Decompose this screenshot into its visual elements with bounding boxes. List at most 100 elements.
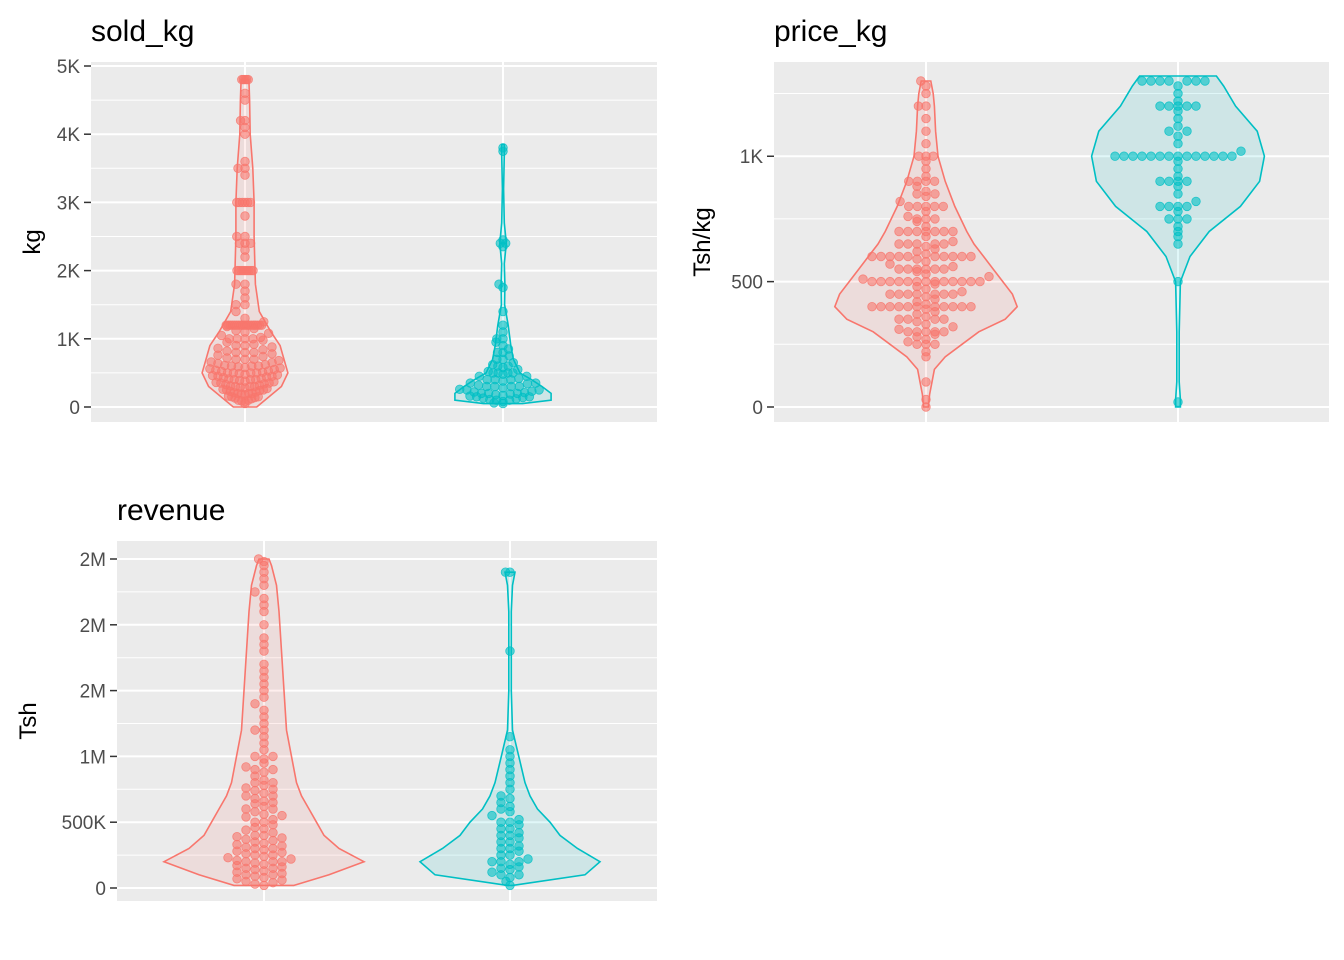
data-point — [1182, 176, 1192, 187]
data-point — [1155, 151, 1165, 161]
data-point — [1200, 76, 1210, 86]
data-point — [250, 799, 260, 809]
data-point — [267, 349, 277, 359]
violins — [201, 74, 552, 409]
data-point — [268, 835, 278, 846]
data-point — [1182, 151, 1192, 161]
data-point — [233, 163, 243, 174]
y-tick-label: 2M — [80, 616, 106, 637]
data-point — [867, 251, 877, 262]
data-point — [253, 392, 263, 402]
data-point — [223, 391, 234, 401]
data-point — [894, 251, 904, 262]
data-point — [1164, 201, 1174, 212]
y-axis-label: kg — [19, 229, 46, 254]
data-point — [241, 804, 251, 814]
data-point — [268, 804, 278, 814]
data-point — [1191, 151, 1201, 161]
data-point — [929, 201, 940, 212]
data-point — [258, 335, 268, 345]
data-point — [1155, 101, 1165, 111]
data-point — [1155, 76, 1165, 86]
data-point — [894, 264, 904, 274]
data-point — [1173, 138, 1183, 149]
data-point — [268, 870, 278, 880]
data-point — [1119, 151, 1129, 161]
data-point — [514, 820, 524, 830]
data-point — [1146, 76, 1156, 86]
data-point — [948, 251, 958, 262]
data-point — [957, 287, 967, 297]
data-point — [269, 377, 279, 387]
data-point — [939, 314, 949, 324]
data-point — [505, 864, 515, 875]
data-point — [241, 834, 251, 845]
data-point — [505, 646, 515, 656]
data-point — [894, 226, 904, 237]
data-point — [1164, 151, 1174, 161]
data-point — [1164, 126, 1174, 136]
data-point — [930, 214, 940, 224]
data-point — [250, 778, 260, 788]
data-point — [240, 170, 250, 180]
y-tick-label: 500 — [731, 273, 763, 294]
data-point — [921, 176, 931, 187]
data-point — [1182, 126, 1192, 136]
data-point — [903, 276, 913, 287]
y-tick-label: 2M — [80, 550, 106, 571]
data-point — [259, 580, 269, 591]
data-point — [903, 211, 913, 222]
data-point — [250, 807, 260, 817]
data-point — [1173, 397, 1183, 407]
data-point — [885, 259, 895, 269]
data-point — [259, 801, 269, 812]
data-point — [508, 358, 519, 368]
data-point — [250, 587, 260, 597]
data-point — [505, 807, 515, 817]
data-point — [277, 810, 287, 821]
data-point — [1182, 101, 1192, 111]
data-point — [250, 751, 260, 762]
data-point — [894, 302, 904, 312]
data-point — [966, 302, 976, 312]
data-point — [241, 783, 251, 793]
data-point — [513, 364, 523, 375]
y-axis-ticks: 0 1K 2K 3K 4K 5K — [57, 57, 91, 419]
data-point — [259, 872, 269, 883]
data-point — [903, 327, 913, 337]
data-point — [487, 857, 497, 867]
panel-sold-kg: 0 1K 2K 3K 4K 5K sold_kg kg — [19, 15, 657, 422]
data-point — [277, 875, 287, 885]
data-point — [921, 377, 931, 387]
y-tick-label: 3K — [57, 193, 81, 214]
data-point — [250, 850, 260, 860]
data-point — [939, 251, 949, 262]
data-point — [948, 261, 958, 272]
data-point — [263, 328, 274, 339]
data-point — [514, 862, 524, 872]
data-point — [921, 352, 931, 362]
data-point — [240, 252, 250, 262]
data-point — [984, 271, 994, 282]
data-point — [487, 867, 497, 877]
data-point — [234, 238, 245, 249]
data-point — [455, 384, 465, 395]
data-point — [258, 351, 268, 362]
y-tick-label: 1K — [740, 147, 764, 168]
data-point — [243, 74, 253, 85]
data-point — [957, 276, 967, 287]
data-point — [858, 274, 868, 284]
data-point — [903, 226, 913, 237]
panel-price-kg: 0 500 1K price_kg Tsh/kg — [689, 15, 1329, 422]
data-point — [496, 804, 506, 814]
y-tick-label: 0 — [69, 398, 80, 419]
data-point — [240, 354, 250, 365]
y-tick-label: 5K — [57, 57, 81, 78]
panel-background — [91, 62, 657, 422]
data-point — [928, 151, 938, 161]
violins — [162, 554, 602, 891]
data-point — [494, 279, 504, 289]
data-point — [939, 289, 949, 299]
data-point — [1164, 101, 1174, 111]
